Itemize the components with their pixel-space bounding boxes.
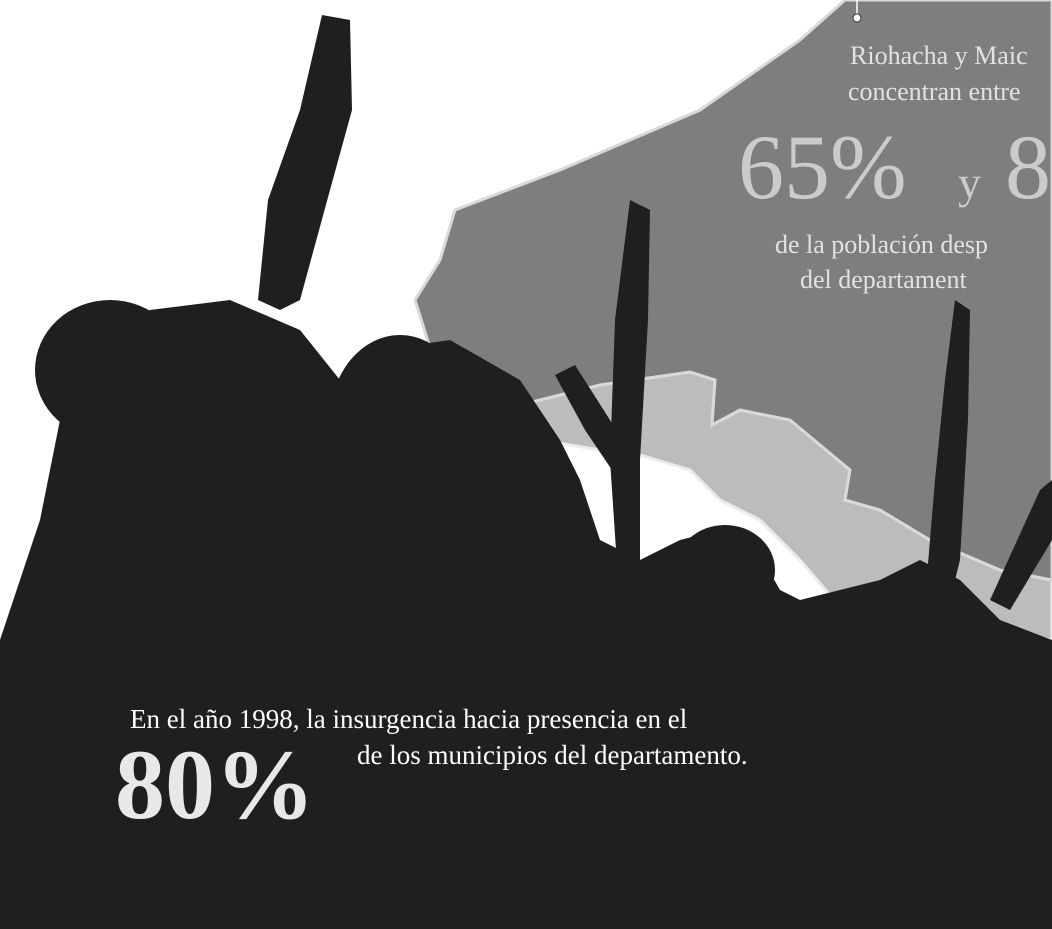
footer-line: En el año 1998, la insurgencia hacia pre… <box>130 704 687 734</box>
annotation-line: concentran entre <box>848 77 1021 106</box>
map-annotation: Riohacha y Maic concentran entre 65% y 8… <box>738 41 1051 294</box>
footer-line: de los municipios del departamento. <box>357 740 748 770</box>
pointer-dot <box>852 13 862 23</box>
annotation-connector: y <box>958 157 981 208</box>
annotation-line: de la población desp <box>775 230 988 259</box>
silhouettes <box>0 15 1052 929</box>
footer-big: 80% <box>115 729 315 840</box>
annotation-line: del departament <box>800 265 968 294</box>
annotation-line: Riohacha y Maic <box>850 41 1028 70</box>
annotation-big: 65% <box>738 116 907 218</box>
footer: En el año 1998, la insurgencia hacia pre… <box>115 704 748 840</box>
annotation-big: 8 <box>1005 116 1051 218</box>
